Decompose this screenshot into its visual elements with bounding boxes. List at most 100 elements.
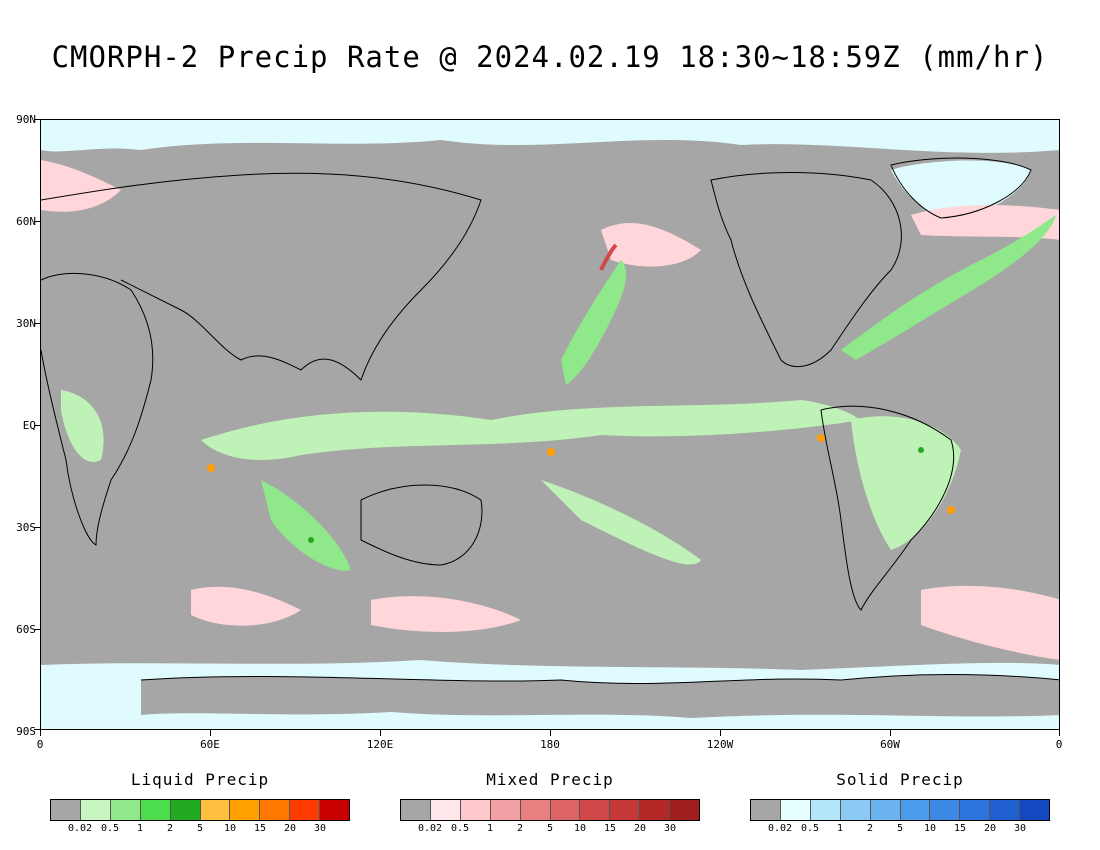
color-swatch bbox=[520, 800, 551, 820]
color-bar-tick-label: 1 bbox=[836, 823, 844, 834]
color-swatch bbox=[1020, 800, 1050, 820]
color-bar-tick-label: 10 bbox=[223, 823, 237, 834]
antarctic-continent bbox=[141, 674, 1059, 718]
lon-tick bbox=[720, 730, 721, 736]
lat-tick bbox=[34, 323, 40, 324]
color-swatch bbox=[200, 800, 231, 820]
color-bar bbox=[50, 799, 350, 821]
color-bar-tick-label: 1 bbox=[486, 823, 494, 834]
map-canvas bbox=[41, 120, 1059, 729]
color-bar-tick-label: 20 bbox=[633, 823, 647, 834]
lon-tick bbox=[210, 730, 211, 736]
mixed-precip-north-pacific bbox=[601, 222, 701, 267]
coast-africa bbox=[41, 272, 154, 546]
color-bar-tick-label: 0.02 bbox=[767, 823, 793, 834]
lat-label: 90N bbox=[16, 113, 36, 126]
color-swatch bbox=[640, 800, 671, 820]
color-bar-tick-label: 20 bbox=[983, 823, 997, 834]
arctic-solid-precip bbox=[41, 120, 1059, 153]
color-bar-tick-label: 2 bbox=[866, 823, 874, 834]
lat-tick bbox=[34, 729, 40, 730]
lon-label: 0 bbox=[36, 738, 44, 751]
color-swatch bbox=[990, 800, 1021, 820]
color-swatch bbox=[460, 800, 491, 820]
color-swatch bbox=[580, 800, 611, 820]
legend-title: Solid Precip bbox=[836, 770, 964, 789]
color-swatch bbox=[230, 800, 261, 820]
lon-label: 60E bbox=[200, 738, 220, 751]
mixed-precip-europe bbox=[41, 160, 121, 212]
color-swatch bbox=[110, 800, 141, 820]
color-swatch bbox=[900, 800, 931, 820]
lon-label: 120W bbox=[706, 738, 734, 751]
coast-south-america bbox=[820, 405, 955, 611]
heavy-precip-core bbox=[918, 447, 924, 453]
lat-label: 30N bbox=[16, 317, 36, 330]
color-bar-tick-label: 2 bbox=[166, 823, 174, 834]
color-swatch bbox=[260, 800, 291, 820]
liquid-precip-africa bbox=[61, 390, 104, 462]
color-bar-tick-label: 10 bbox=[923, 823, 937, 834]
lon-tick bbox=[550, 730, 551, 736]
liquid-precip-itcz bbox=[201, 400, 861, 460]
color-bar-tick-label: 30 bbox=[1013, 823, 1027, 834]
color-bar-tick-label: 0.5 bbox=[450, 823, 470, 834]
color-swatch bbox=[320, 800, 350, 820]
lat-label: 30S bbox=[16, 521, 36, 534]
lat-tick bbox=[34, 527, 40, 528]
lat-label: 60S bbox=[16, 623, 36, 636]
heavy-precip-core bbox=[308, 537, 314, 543]
lat-tick bbox=[34, 221, 40, 222]
precipitation-map bbox=[40, 119, 1060, 730]
mixed-precip-north-atlantic bbox=[911, 205, 1059, 240]
color-swatch bbox=[51, 800, 81, 820]
lon-tick bbox=[890, 730, 891, 736]
heavy-mixed-front-alaska bbox=[599, 243, 618, 271]
color-swatch bbox=[960, 800, 991, 820]
color-bar-tick-label: 15 bbox=[603, 823, 617, 834]
color-bar-tick-label: 5 bbox=[546, 823, 554, 834]
legend-mixed: Mixed Precip 0.02 0.5 1 2 5 10 15 20 30 bbox=[400, 770, 700, 835]
color-bar bbox=[750, 799, 1050, 821]
lat-tick bbox=[34, 119, 40, 120]
color-bar-tick-label: 15 bbox=[953, 823, 967, 834]
mixed-precip-south-ocean-3 bbox=[921, 585, 1059, 660]
liquid-precip-indian-ocean bbox=[261, 480, 351, 571]
color-bar-tick-label: 0.5 bbox=[100, 823, 120, 834]
color-swatch bbox=[430, 800, 461, 820]
color-swatch bbox=[840, 800, 871, 820]
lat-label: 90S bbox=[16, 725, 36, 738]
lat-label: 60N bbox=[16, 215, 36, 228]
color-bar-tick-label: 2 bbox=[516, 823, 524, 834]
coast-greenland bbox=[890, 157, 1032, 219]
color-bar-tick-label: 10 bbox=[573, 823, 587, 834]
color-bar-ticks: 0.02 0.5 1 2 5 10 15 20 30 bbox=[750, 821, 1050, 835]
lon-tick bbox=[380, 730, 381, 736]
liquid-precip-pacific-front bbox=[561, 260, 627, 385]
heavy-precip-core bbox=[547, 448, 555, 456]
lon-label: 0 bbox=[1055, 738, 1063, 751]
liquid-precip-atlantic-front bbox=[841, 215, 1056, 360]
lon-tick bbox=[1059, 730, 1060, 736]
color-swatch bbox=[610, 800, 641, 820]
coast-north-america bbox=[710, 172, 902, 368]
lon-tick bbox=[40, 730, 41, 736]
legend-solid: Solid Precip 0.02 0.5 1 2 5 10 15 20 30 bbox=[750, 770, 1050, 835]
coastlines bbox=[41, 157, 1059, 684]
legend-title: Liquid Precip bbox=[130, 770, 270, 789]
color-bar-tick-label: 30 bbox=[663, 823, 677, 834]
color-swatch bbox=[290, 800, 321, 820]
coast-antarctica bbox=[140, 674, 1059, 684]
greenland-ice bbox=[891, 160, 1031, 220]
color-swatch bbox=[670, 800, 700, 820]
lat-tick bbox=[34, 629, 40, 630]
coast-australia bbox=[360, 484, 483, 566]
lat-label: EQ bbox=[22, 419, 36, 432]
color-bar-tick-label: 0.5 bbox=[800, 823, 820, 834]
color-bar-tick-label: 0.02 bbox=[417, 823, 443, 834]
color-bar-tick-label: 30 bbox=[313, 823, 327, 834]
color-swatch bbox=[490, 800, 521, 820]
color-swatch bbox=[751, 800, 781, 820]
lon-label: 120E bbox=[366, 738, 394, 751]
lon-label: 60W bbox=[880, 738, 900, 751]
